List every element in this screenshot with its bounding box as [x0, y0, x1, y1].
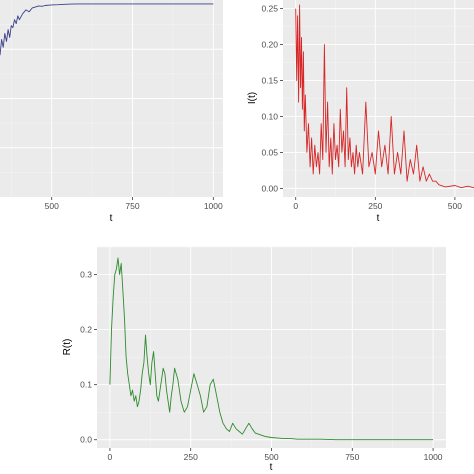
y-tick-label: 0.15 [261, 76, 278, 86]
x-tick-label: 250 [184, 452, 198, 462]
x-tick-label: 0 [108, 452, 113, 462]
y-tick-label: 0.3 [80, 270, 92, 280]
chart-bottom: 0 250 500 750 1000 0.0 0.1 0.2 0.3 t R(t) [62, 246, 446, 473]
x-tick-label: 250 [368, 201, 382, 211]
x-tick-label: 500 [45, 201, 59, 211]
y-tick-label: 0.1 [80, 380, 92, 390]
chart-top-right: 0 250 500 0.00 0.05 0.10 0.15 0.20 0.25 t I(t) [247, 0, 474, 224]
y-tick-label: 0.00 [261, 183, 278, 193]
x-axis-title: t [110, 213, 113, 224]
series-line [295, 4, 474, 189]
x-tick-label: 750 [125, 201, 139, 211]
y-tick-label: 0.10 [261, 111, 278, 121]
x-tick-label: 500 [448, 201, 462, 211]
y-tick-label: 0.2 [80, 325, 92, 335]
x-tick-label: 0 [293, 201, 298, 211]
series-line [0, 3, 214, 56]
y-tick-label: 0.25 [261, 4, 278, 14]
x-tick-label: 500 [264, 452, 278, 462]
y-tick-label: 0.05 [261, 147, 278, 157]
y-axis-title: I(t) [247, 92, 258, 104]
y-tick-label: 0.20 [261, 40, 278, 50]
x-axis-title: t [377, 213, 380, 224]
x-tick-label: 1000 [424, 452, 443, 462]
x-tick-label: 1000 [204, 201, 223, 211]
y-axis-title: R(t) [62, 339, 73, 356]
x-tick-label: 750 [345, 452, 359, 462]
x-axis-title: t [270, 462, 273, 473]
series-line [109, 257, 434, 441]
chart-top-left: 500 750 1000 t [0, 0, 223, 224]
y-tick-label: 0.0 [80, 435, 92, 445]
